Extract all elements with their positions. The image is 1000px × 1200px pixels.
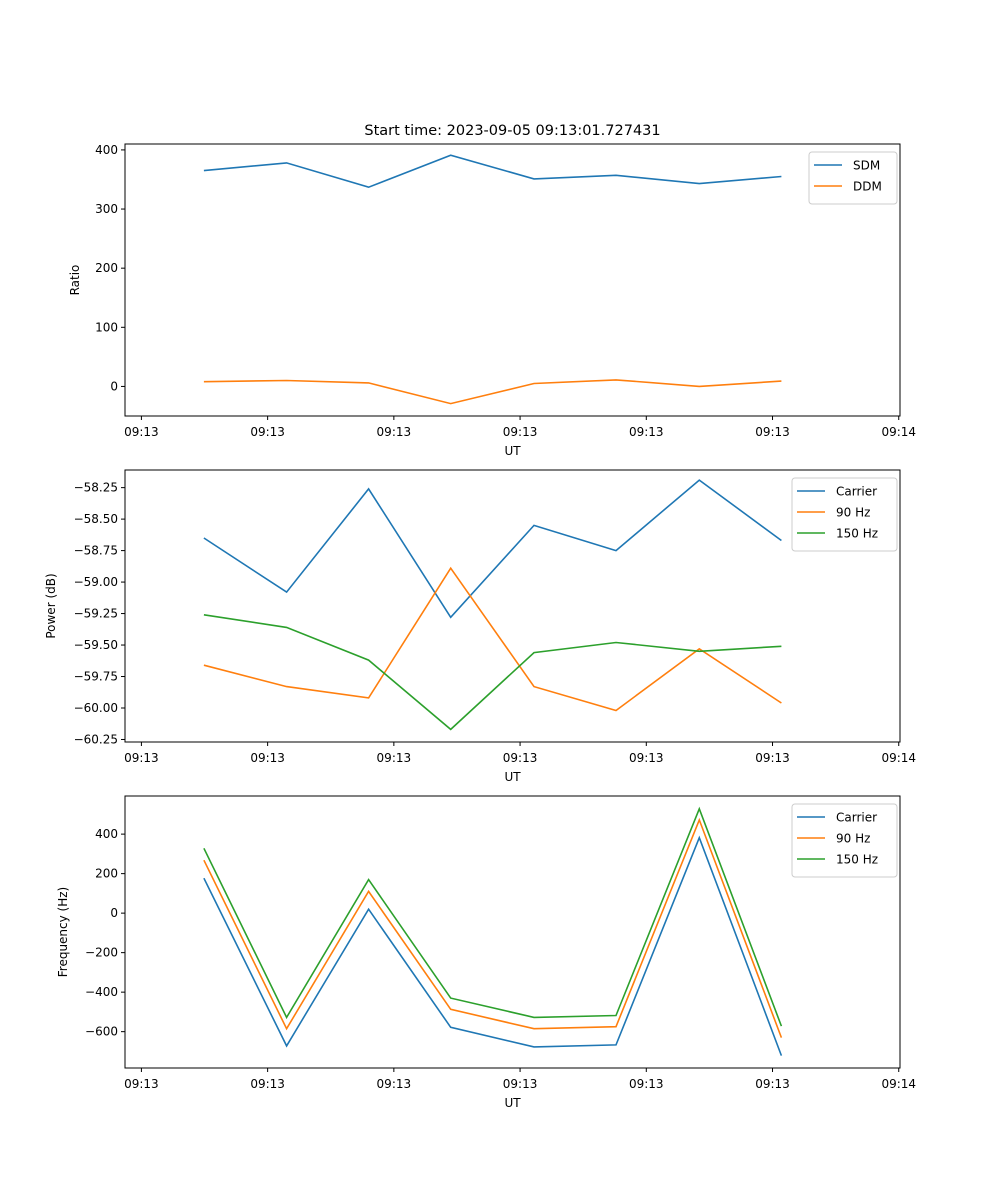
y-tick-label: −60.00 bbox=[74, 701, 118, 715]
series-line-ddm bbox=[203, 379, 782, 405]
y-tick-label: −60.25 bbox=[74, 732, 118, 746]
panel-1: 09:13 09:13 09:13 09:13 09:13 09:13 09:14 0 100 2… bbox=[68, 143, 916, 458]
legend-label: Carrier bbox=[836, 485, 877, 499]
axes-frame bbox=[124, 469, 901, 743]
x-tick-label: 09:13 bbox=[124, 1077, 159, 1091]
y-tick-label: −59.00 bbox=[74, 575, 118, 589]
y-tick-label: 0 bbox=[110, 906, 118, 920]
series-line-carrier bbox=[203, 835, 783, 1056]
legend: SDM DDM bbox=[808, 151, 898, 205]
y-tick-label: 200 bbox=[95, 261, 118, 275]
legend-label: 150 Hz bbox=[836, 853, 878, 867]
y-tick-label: −600 bbox=[85, 1025, 118, 1039]
x-tick-label: 09:13 bbox=[124, 751, 159, 765]
x-axis-label: UT bbox=[504, 770, 521, 784]
y-axis-label: Frequency (Hz) bbox=[56, 887, 70, 978]
y-tick-label: 200 bbox=[95, 867, 118, 881]
x-tick-label: 09:13 bbox=[503, 1077, 538, 1091]
legend-label: 90 Hz bbox=[836, 506, 870, 520]
x-tick-label: 09:13 bbox=[377, 1077, 412, 1091]
x-tick-label: 09:13 bbox=[250, 751, 285, 765]
x-tick-label: 09:13 bbox=[503, 425, 538, 439]
y-tick-label: −200 bbox=[85, 946, 118, 960]
x-tick-label: 09:13 bbox=[629, 751, 664, 765]
x-tick-label: 09:13 bbox=[629, 425, 664, 439]
x-axis-label: UT bbox=[504, 1096, 521, 1110]
x-tick-label: 09:13 bbox=[250, 1077, 285, 1091]
series-line-150-hz bbox=[203, 806, 783, 1027]
legend-label: 90 Hz bbox=[836, 832, 870, 846]
legend-label: Carrier bbox=[836, 811, 877, 825]
y-tick-label: −58.25 bbox=[74, 481, 118, 495]
x-tick-label: 09:13 bbox=[503, 751, 538, 765]
y-tick-label: −59.25 bbox=[74, 607, 118, 621]
x-tick-label: 09:13 bbox=[377, 425, 412, 439]
legend: Carrier 90 Hz 150 Hz bbox=[791, 803, 898, 878]
y-tick-label: −400 bbox=[85, 985, 118, 999]
y-tick-label: 0 bbox=[110, 379, 118, 393]
y-tick-label: −58.50 bbox=[74, 512, 118, 526]
legend: Carrier 90 Hz 150 Hz bbox=[791, 477, 898, 552]
x-tick-label: 09:13 bbox=[377, 751, 412, 765]
axes-frame bbox=[124, 143, 901, 417]
panel-2: 09:13 09:13 09:13 09:13 09:13 09:13 09:14 −58.2… bbox=[44, 469, 916, 784]
axes-frame bbox=[124, 795, 901, 1069]
x-tick-label: 09:13 bbox=[755, 751, 790, 765]
y-tick-label: −59.50 bbox=[74, 638, 118, 652]
x-tick-label: 09:14 bbox=[881, 751, 916, 765]
y-axis-label: Ratio bbox=[68, 265, 82, 296]
series-line-90-hz bbox=[203, 566, 782, 712]
legend-label: 150 Hz bbox=[836, 527, 878, 541]
x-tick-label: 09:14 bbox=[881, 1077, 916, 1091]
series-line-sdm bbox=[203, 154, 782, 189]
legend-label: DDM bbox=[853, 180, 882, 194]
y-tick-label: 300 bbox=[95, 202, 118, 216]
y-axis-label: Power (dB) bbox=[44, 573, 58, 638]
x-tick-label: 09:13 bbox=[250, 425, 285, 439]
x-tick-label: 09:13 bbox=[629, 1077, 664, 1091]
x-tick-label: 09:14 bbox=[881, 425, 916, 439]
y-tick-label: −59.75 bbox=[74, 670, 118, 684]
y-tick-label: −58.75 bbox=[74, 544, 118, 558]
x-axis-label: UT bbox=[504, 444, 521, 458]
x-tick-label: 09:13 bbox=[755, 1077, 790, 1091]
y-tick-label: 400 bbox=[95, 827, 118, 841]
x-tick-label: 09:13 bbox=[124, 425, 159, 439]
y-tick-label: 100 bbox=[95, 320, 118, 334]
panel-3: 09:13 09:13 09:13 09:13 09:13 09:13 09:14 −600 −… bbox=[56, 795, 916, 1110]
series-line-150-hz bbox=[203, 614, 782, 731]
figure-title: Start time: 2023-09-05 09:13:01.727431 bbox=[364, 123, 660, 139]
legend-label: SDM bbox=[853, 159, 880, 173]
x-tick-label: 09:13 bbox=[755, 425, 790, 439]
y-tick-label: 400 bbox=[95, 143, 118, 157]
series-line-90-hz bbox=[203, 817, 783, 1038]
series-line-carrier bbox=[203, 479, 782, 619]
